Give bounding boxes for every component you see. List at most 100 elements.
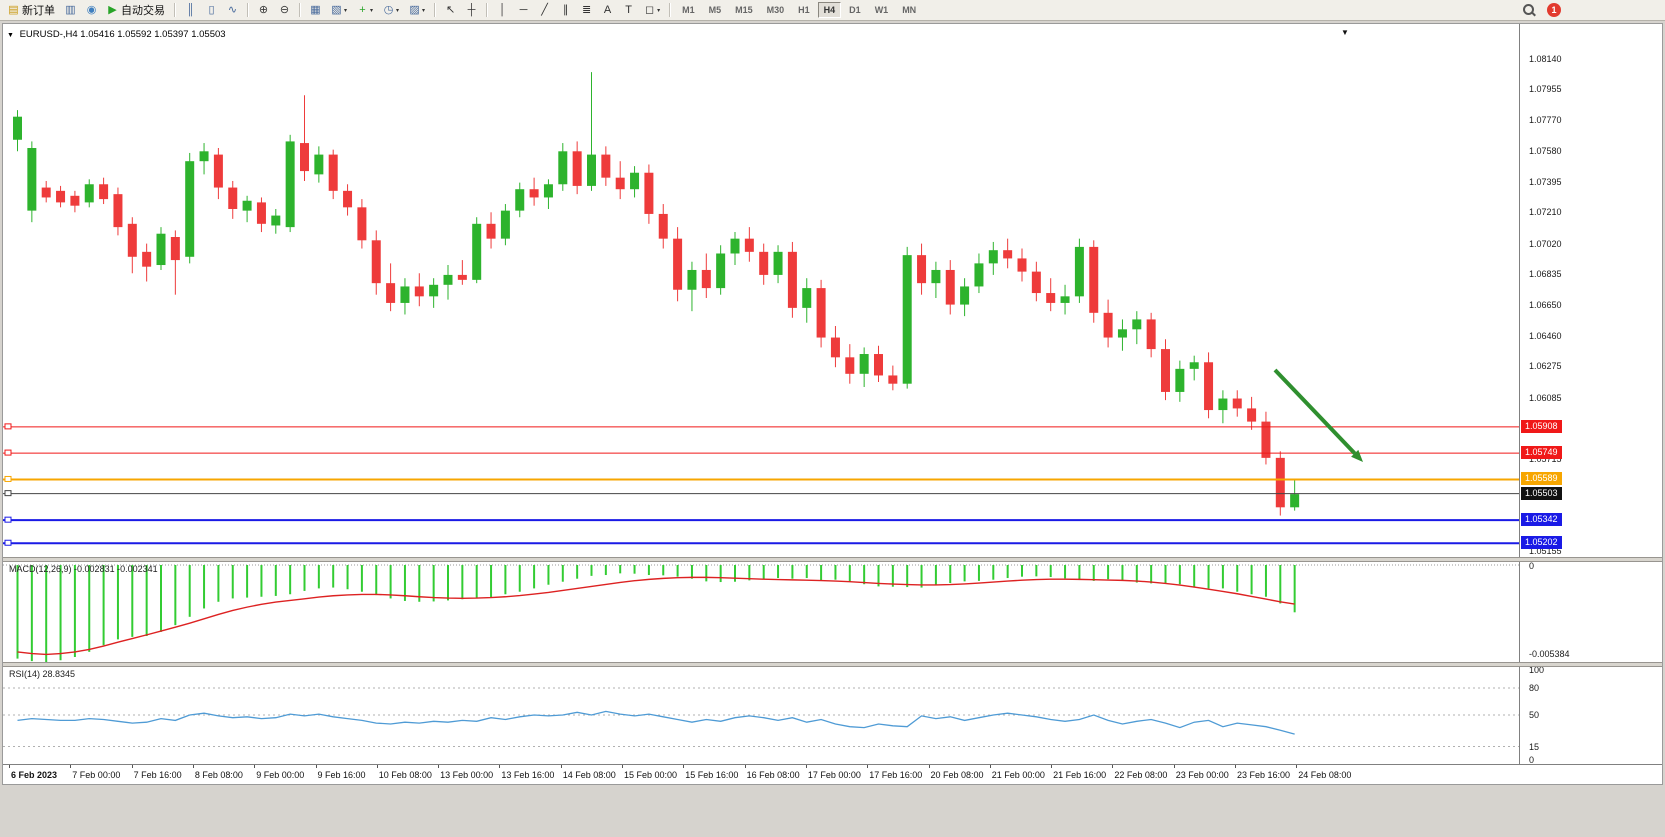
chart-shift-icon[interactable]: ▼ — [1341, 28, 1349, 37]
fibonacci-button[interactable]: ≣ — [577, 1, 596, 20]
bar-chart-type-button[interactable]: ║ — [181, 1, 200, 20]
line-handle[interactable] — [4, 516, 12, 523]
shapes-icon: ◻ — [644, 3, 655, 16]
candle-body — [845, 357, 855, 374]
vertical-line-button[interactable]: │ — [493, 1, 512, 20]
line-handle[interactable] — [4, 423, 12, 430]
candle-body — [1161, 349, 1170, 392]
chart-dropdown-icon[interactable]: ▼ — [7, 32, 14, 39]
zoom-in-icon: ⊕ — [258, 3, 269, 16]
templates-button[interactable]: ▨ ▾ — [405, 1, 429, 20]
time-axis-label: 9 Feb 16:00 — [317, 770, 366, 780]
candle-body — [156, 233, 166, 266]
price-axis-label: 1.07955 — [1529, 84, 1562, 95]
new-chart-button[interactable]: ▧ ▾ — [327, 1, 351, 20]
main-price-chart[interactable] — [3, 24, 1519, 557]
price-axis[interactable]: 1.05908 1.05749 1.05589 1.05503 1.05342 1.052… — [1519, 24, 1662, 784]
candle-body — [1003, 250, 1013, 259]
zoom-in-button[interactable]: ⊕ — [254, 1, 273, 20]
line-handle[interactable] — [4, 449, 12, 456]
time-axis-label: 13 Feb 16:00 — [501, 770, 555, 780]
line-handle[interactable] — [4, 475, 12, 482]
indicator-axis-label: 80 — [1529, 683, 1540, 693]
candle-body — [472, 223, 482, 280]
shapes-button[interactable]: ◻ ▾ — [640, 1, 664, 20]
tile-windows-button[interactable]: ▦ — [306, 1, 325, 20]
candle-body — [371, 240, 381, 284]
panel-resize-bar[interactable] — [3, 662, 1662, 667]
rsi-name: RSI(14) — [9, 669, 41, 679]
fibonacci-icon: ≣ — [581, 3, 592, 16]
alerts-button[interactable]: ◉ — [82, 1, 101, 20]
search-icon — [1523, 4, 1534, 15]
macd-panel[interactable] — [3, 562, 1519, 662]
label-button[interactable]: T — [619, 1, 638, 20]
candle-body — [99, 184, 109, 200]
timeframe-m1-button[interactable]: M1 — [682, 5, 695, 15]
crosshair-button[interactable]: ┼ — [462, 1, 481, 20]
time-axis-label: 21 Feb 16:00 — [1053, 770, 1107, 780]
candle-body — [874, 354, 883, 376]
candle-body — [300, 143, 309, 172]
periods-button[interactable]: ◷ ▾ — [379, 1, 403, 20]
indicator-axis-label: 15 — [1529, 741, 1540, 752]
trend-arrow[interactable] — [1273, 368, 1357, 455]
macd-value-signal: -0.002341 — [117, 564, 158, 574]
timeframe-w1-button[interactable]: W1 — [874, 5, 889, 15]
time-axis-label: 10 Feb 08:00 — [378, 770, 432, 780]
candle-body — [630, 172, 640, 190]
time-tick — [928, 765, 930, 768]
notification-badge[interactable]: 1 — [1547, 3, 1561, 17]
timeframe-h1-button[interactable]: H1 — [798, 5, 810, 15]
candle-body — [931, 269, 941, 284]
line-chart-type-button[interactable]: ∿ — [223, 1, 242, 20]
label-icon: T — [625, 3, 632, 16]
text-button[interactable]: A — [598, 1, 617, 20]
candle-body — [888, 375, 898, 384]
timeframe-m5-button[interactable]: M5 — [708, 5, 722, 15]
timeframe-m30-button[interactable]: M30 — [766, 5, 785, 15]
zoom-out-button[interactable]: ⊖ — [275, 1, 294, 20]
line-handle[interactable] — [4, 539, 12, 546]
candle-body — [56, 190, 66, 203]
candle-body — [730, 238, 740, 254]
auto-trading-button[interactable]: ▶ 自动交易 — [103, 1, 169, 20]
channel-button[interactable]: ∥ — [556, 1, 575, 20]
rsi-panel[interactable] — [3, 667, 1519, 764]
time-axis-label: 22 Feb 08:00 — [1114, 770, 1168, 780]
candle-body — [27, 148, 37, 211]
new-order-icon: ▤ — [8, 3, 19, 16]
new-order-button[interactable]: ▤ 新订单 — [4, 1, 59, 20]
new-chart-icon: ▧ — [331, 3, 342, 16]
chart-list-button[interactable]: ▥ — [61, 1, 80, 20]
time-tick — [1173, 765, 1175, 768]
time-axis-label: 17 Feb 16:00 — [869, 770, 923, 780]
time-axis[interactable]: 6 Feb 2023 7 Feb 00:00 7 Feb 16:00 8 Feb 08… — [3, 764, 1662, 784]
horizontal-line-button[interactable]: ─ — [514, 1, 533, 20]
alerts-icon: ◉ — [86, 3, 97, 16]
candle-body — [185, 161, 195, 257]
cursor-button[interactable]: ↖ — [441, 1, 460, 20]
price-line-label: 1.05908 — [1521, 419, 1562, 433]
line-handle[interactable] — [4, 490, 12, 497]
candle-body — [13, 116, 22, 140]
chart-symbol-period: EURUSD-,H4 — [19, 29, 78, 40]
timeframe-h4-button[interactable]: H4 — [817, 2, 842, 18]
indicators-button[interactable]: + ▾ — [353, 1, 377, 20]
time-tick — [560, 765, 562, 768]
chart-window: ▼ EURUSD-,H4 1.05416 1.05592 1.05397 1.0… — [2, 23, 1663, 785]
timeframe-mn-button[interactable]: MN — [902, 5, 917, 15]
candle-body — [1103, 312, 1113, 338]
trendline-button[interactable]: ╱ — [535, 1, 554, 20]
search-button[interactable] — [1523, 4, 1537, 18]
candle-body — [1060, 296, 1070, 303]
timeframe-m15-button[interactable]: M15 — [735, 5, 753, 15]
candle-body — [1290, 494, 1300, 508]
price-axis-label: 1.07020 — [1529, 238, 1562, 249]
timeframe-d1-button[interactable]: D1 — [849, 5, 861, 15]
candle-body — [601, 154, 611, 178]
candle-body — [113, 194, 123, 228]
candle-body — [529, 189, 539, 198]
candlestick-type-button[interactable]: ▯ — [202, 1, 221, 20]
panel-resize-bar[interactable] — [3, 557, 1662, 562]
